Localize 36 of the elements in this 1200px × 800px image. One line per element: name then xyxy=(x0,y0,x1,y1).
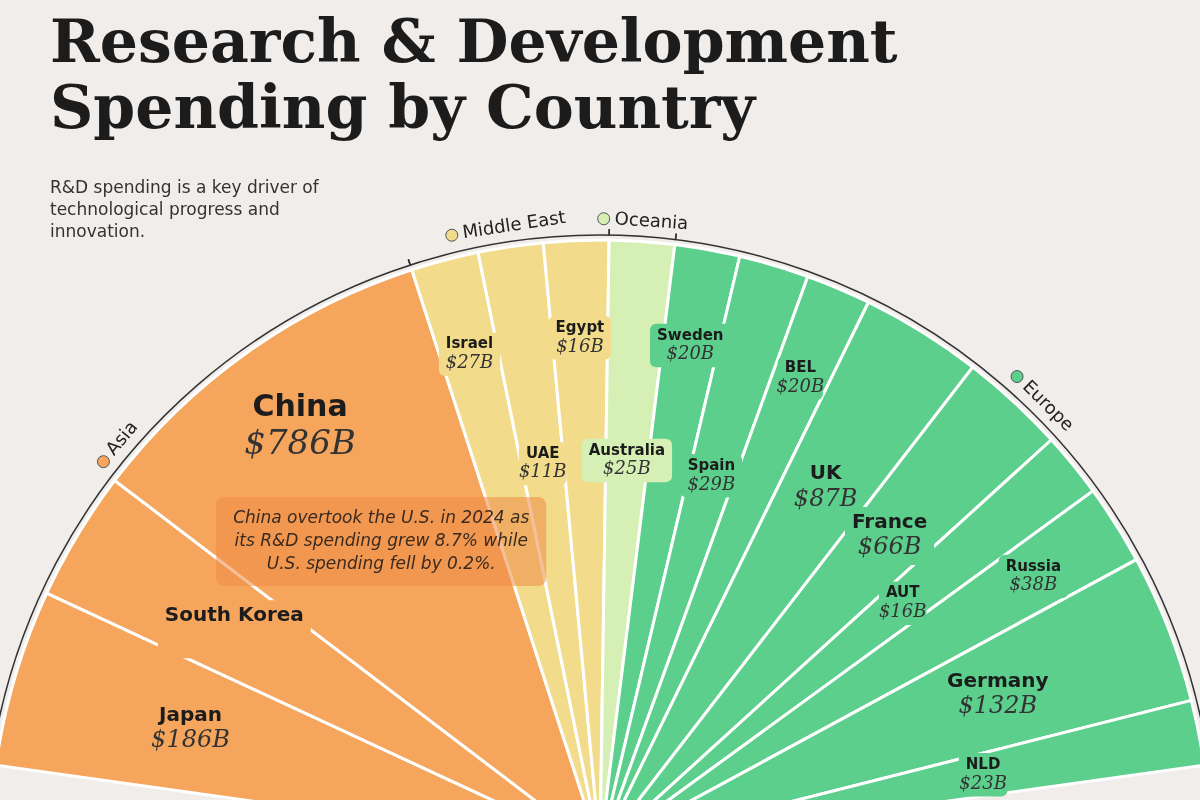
data-label: $20B xyxy=(776,375,825,397)
category-label: UK xyxy=(809,460,843,485)
data-label: $11B xyxy=(518,460,567,482)
legend-label: Middle East xyxy=(460,205,567,243)
text: R&D spending is a key driver of technological progress and innovation. xyxy=(50,176,320,242)
category-label: NLD xyxy=(965,754,1001,773)
data-label: $25B xyxy=(603,457,651,479)
legend-label: Oceania xyxy=(614,207,689,234)
data-label: $132B xyxy=(958,691,1038,720)
text: China overtook the U.S. in 2024 as its R&D spending grew 8.7% while U.S. spending fell by 0.2%. xyxy=(233,506,530,573)
category-label: BEL xyxy=(784,358,817,377)
category-label: Sweden xyxy=(657,325,724,344)
category-label: Germany xyxy=(947,667,1049,692)
category-label: Russia xyxy=(1005,556,1062,575)
data-label: $23B xyxy=(959,771,1007,793)
category-label: Egypt xyxy=(555,317,605,336)
data-label: $66B xyxy=(857,532,922,561)
category-label: Australia xyxy=(588,440,666,459)
data-label: $786B xyxy=(244,421,356,462)
category-label: Israel xyxy=(445,334,494,353)
data-label: $27B xyxy=(445,351,494,373)
category-label: UAE xyxy=(525,443,560,462)
category-label: France xyxy=(851,509,928,534)
category-label: AUT xyxy=(885,583,921,602)
data-label: $38B xyxy=(1009,573,1058,595)
data-label: $29B xyxy=(687,472,736,494)
category-label: Spain xyxy=(687,455,736,474)
data-label: $16B xyxy=(556,334,604,356)
data-label: $87B xyxy=(793,483,858,512)
category-label: Japan xyxy=(156,702,222,727)
text: Research & Development Spending by Country xyxy=(50,6,899,142)
category-label: China xyxy=(252,388,348,424)
data-label: $20B xyxy=(666,342,715,364)
data-label: $186B xyxy=(151,725,230,754)
category-label: South Korea xyxy=(164,602,304,627)
data-label: $16B xyxy=(878,600,927,622)
